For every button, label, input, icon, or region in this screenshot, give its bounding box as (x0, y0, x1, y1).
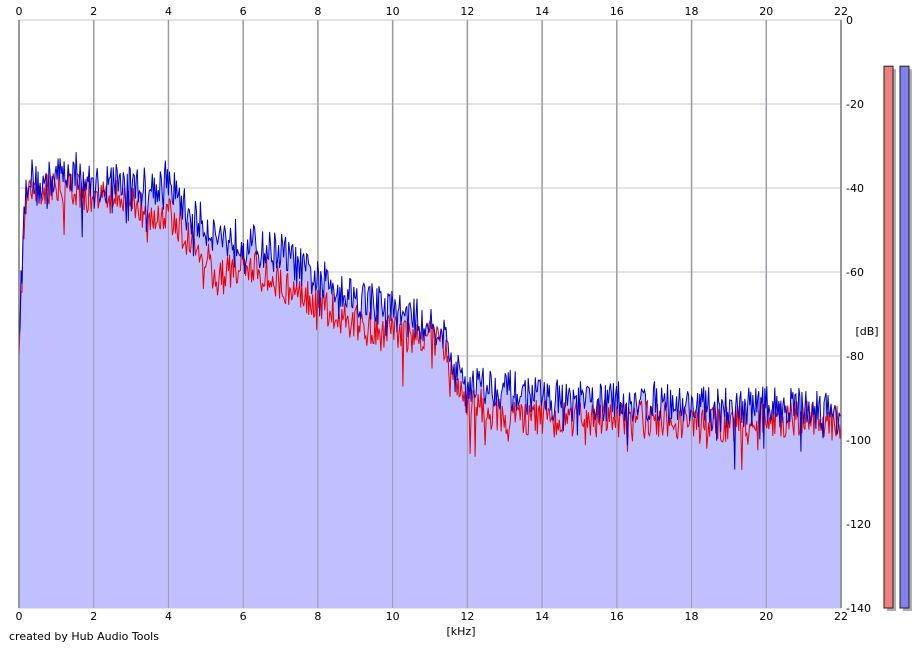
y-tick-label: -80 (846, 350, 864, 363)
y-tick-labels: 0 -20 -40 -60 -80 -100 -120 -140 (846, 14, 871, 615)
y-tick-label: 0 (846, 14, 853, 27)
x-tick-label-bottom: 8 (314, 610, 321, 623)
y-tick-label: -20 (846, 98, 864, 111)
series-blue-line (18, 152, 842, 470)
x-tick-label-top: 8 (314, 5, 321, 18)
x-tick-label-bottom: 4 (165, 610, 172, 623)
x-tick-label-bottom: 20 (759, 610, 773, 623)
level-meter-red (883, 65, 894, 609)
x-tick-label-top: 10 (386, 5, 400, 18)
x-tick-label-bottom: 22 (834, 610, 848, 623)
x-tick-label-top: 16 (610, 5, 624, 18)
x-tick-label-top: 2 (90, 5, 97, 18)
x-tick-label-top: 20 (759, 5, 773, 18)
x-tick-label-bottom: 0 (16, 610, 23, 623)
spectrum-fill (19, 152, 841, 608)
y-tick-label: -100 (846, 434, 871, 447)
x-tick-label-bottom: 18 (685, 610, 699, 623)
spectrum-lines (18, 20, 842, 608)
x-tick-label-top: 12 (460, 5, 474, 18)
x-tick-label-bottom: 2 (90, 610, 97, 623)
x-tick-label-top: 6 (240, 5, 247, 18)
y-axis-unit: [dB] (855, 325, 878, 338)
y-tick-label: -60 (846, 266, 864, 279)
x-tick-label-bottom: 6 (240, 610, 247, 623)
credit-text: created by Hub Audio Tools (9, 630, 159, 643)
x-tick-label-bottom: 14 (535, 610, 549, 623)
y-tick-label: -40 (846, 182, 864, 195)
x-tick-label-top: 18 (685, 5, 699, 18)
y-tick-label: -120 (846, 518, 871, 531)
x-tick-label-top: 0 (16, 5, 23, 18)
level-meter-blue (899, 65, 910, 609)
x-tick-label-top: 14 (535, 5, 549, 18)
y-tick-label: -140 (846, 602, 871, 615)
x-tick-label-bottom: 12 (460, 610, 474, 623)
x-tick-label-bottom: 16 (610, 610, 624, 623)
x-tick-label-top: 4 (165, 5, 172, 18)
x-tick-label-bottom: 10 (386, 610, 400, 623)
x-axis-unit: [kHz] (447, 625, 476, 638)
level-meters (883, 65, 912, 611)
x-tick-label-top: 22 (834, 5, 848, 18)
